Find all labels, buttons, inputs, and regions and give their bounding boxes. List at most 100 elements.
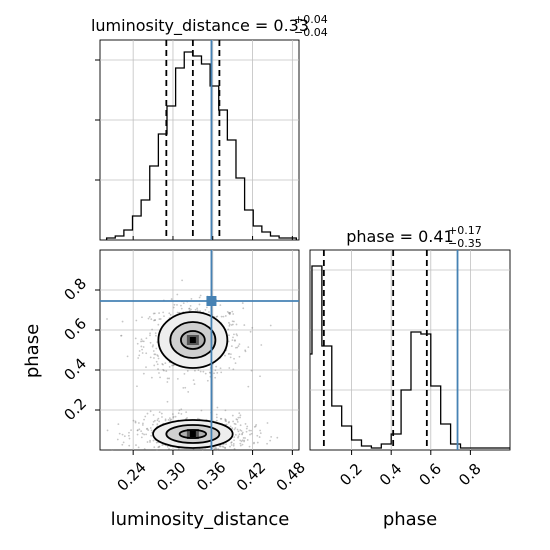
sample-point <box>142 422 144 425</box>
phase-title: phase = 0.41 <box>346 227 453 246</box>
sample-point <box>137 422 140 424</box>
phase-quantile-lines <box>322 250 428 450</box>
sample-point <box>132 419 135 422</box>
sample-point <box>159 318 162 320</box>
sample-point <box>172 364 175 367</box>
sample-point <box>233 436 236 438</box>
y-tick-label: 0.6 <box>60 314 90 344</box>
sample-point <box>116 438 119 441</box>
sample-point <box>121 433 124 436</box>
sample-point <box>250 429 252 432</box>
sample-point <box>140 436 143 439</box>
sample-point <box>153 364 156 367</box>
sample-point <box>149 356 152 359</box>
sample-point <box>192 379 195 382</box>
sample-point <box>152 312 155 315</box>
sample-point <box>154 419 156 422</box>
sample-point <box>157 355 159 358</box>
phase-histogram-grid <box>310 250 510 450</box>
sample-point <box>168 312 171 315</box>
sample-point <box>121 320 124 323</box>
sample-point <box>176 293 179 296</box>
sample-point <box>157 446 160 449</box>
sample-point <box>243 440 245 443</box>
sample-point <box>150 429 153 432</box>
sample-point <box>229 425 232 428</box>
sample-point <box>221 445 224 448</box>
sample-point <box>202 370 205 373</box>
y-tick-label: 0.2 <box>60 394 90 424</box>
sample-point <box>173 303 176 306</box>
sample-point <box>158 318 161 320</box>
sample-point <box>237 430 240 433</box>
sample-point <box>140 430 143 433</box>
sample-point <box>157 417 160 420</box>
sample-point <box>161 444 164 447</box>
sample-point <box>186 417 188 419</box>
sample-point <box>216 448 219 451</box>
sample-point <box>158 446 160 448</box>
sample-point <box>194 369 196 372</box>
sample-point <box>120 334 123 337</box>
sample-point <box>232 336 234 339</box>
sample-point <box>152 344 154 347</box>
joint-posterior-y-ticks: 0.2 0.4 0.6 0.8 <box>60 274 100 424</box>
x-tick-label: 0.6 <box>415 460 445 490</box>
sample-point <box>143 433 146 436</box>
sample-point <box>156 423 159 426</box>
sample-point <box>156 363 159 366</box>
sample-point <box>243 324 246 326</box>
sample-point <box>167 418 170 421</box>
sample-point <box>141 348 143 351</box>
sample-point <box>231 310 234 313</box>
sample-point <box>242 307 245 310</box>
sample-point <box>234 340 236 342</box>
sample-point <box>247 346 250 349</box>
sample-point <box>126 355 129 358</box>
sample-point <box>229 356 232 359</box>
sample-point <box>149 341 152 344</box>
sample-point <box>147 317 150 320</box>
sample-point <box>151 345 154 348</box>
sample-point <box>168 447 170 450</box>
sample-point <box>239 424 242 427</box>
sample-point <box>239 439 242 442</box>
phase-histogram <box>310 265 510 449</box>
sample-point <box>187 391 190 393</box>
sample-point <box>204 309 207 311</box>
sample-point <box>128 431 130 434</box>
sample-point <box>235 323 238 326</box>
sample-point <box>121 443 124 446</box>
sample-point <box>123 435 126 438</box>
sample-point <box>194 308 197 311</box>
sample-point <box>158 372 160 374</box>
sample-point <box>197 369 200 372</box>
sample-point <box>219 367 222 370</box>
contour-level-1 <box>178 429 208 439</box>
luminosity-distance-histogram-panel: luminosity_distance = 0.33 +0.04 −0.04 <box>91 13 328 241</box>
sample-point <box>153 357 155 359</box>
sample-point <box>233 439 235 442</box>
y-tick-label: 0.8 <box>60 274 90 304</box>
sample-point <box>176 311 179 314</box>
sample-point <box>152 420 155 423</box>
sample-point <box>215 315 218 318</box>
sample-point <box>169 419 172 422</box>
luminosity-distance-title: luminosity_distance = 0.33 <box>91 16 309 36</box>
sample-point <box>237 436 239 439</box>
sample-point <box>234 346 237 349</box>
sample-point <box>230 442 233 444</box>
sample-point <box>224 446 226 449</box>
sample-point <box>136 342 139 345</box>
sample-point <box>177 412 180 415</box>
sample-point <box>228 367 231 369</box>
sample-point <box>216 406 219 409</box>
sample-point <box>136 429 139 432</box>
sample-point <box>135 319 138 322</box>
sample-point <box>259 375 261 378</box>
phase-histogram-panel: 0.2 0.4 0.6 0.8 phase = 0.41 +0.17 −0.35 ph… <box>309 224 511 530</box>
sample-point <box>180 307 183 310</box>
sample-point <box>216 315 219 318</box>
sample-point <box>227 328 230 331</box>
sample-point <box>224 418 227 421</box>
